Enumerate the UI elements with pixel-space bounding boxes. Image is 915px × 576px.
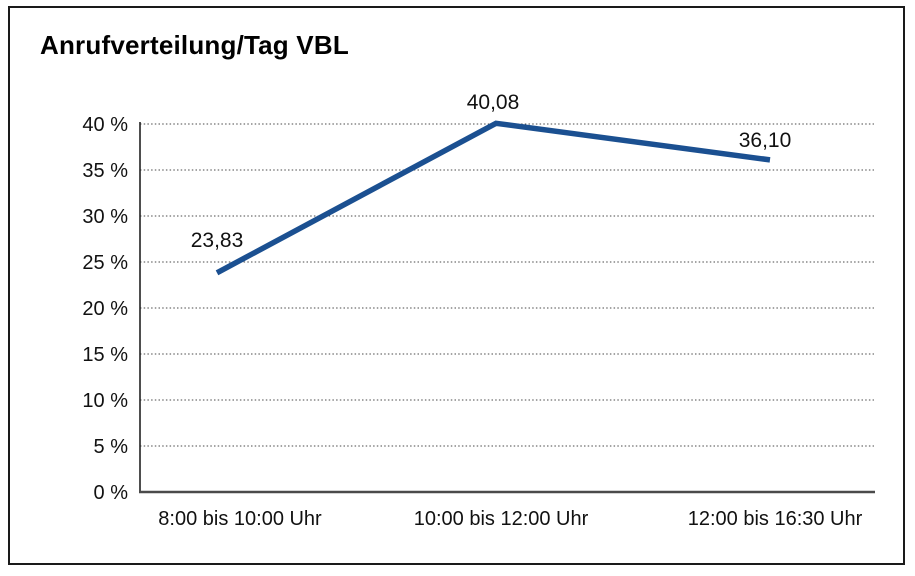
chart-title: Anrufverteilung/Tag VBL <box>40 30 349 60</box>
chart-frame <box>8 6 905 565</box>
data-point-label: 36,10 <box>739 129 792 152</box>
y-tick-label: 20 % <box>82 298 128 320</box>
data-point-label: 40,08 <box>467 91 520 114</box>
data-point-label: 23,83 <box>191 229 244 252</box>
y-tick-label: 0 % <box>94 482 129 504</box>
y-tick-label: 40 % <box>82 114 128 136</box>
series-line <box>215 120 771 276</box>
y-tick-label: 25 % <box>82 252 128 274</box>
x-category-label: 10:00 bis 12:00 Uhr <box>414 508 589 530</box>
y-tick-label: 10 % <box>82 390 128 412</box>
y-tick-label: 5 % <box>94 436 129 458</box>
x-category-label: 8:00 bis 10:00 Uhr <box>158 508 322 530</box>
y-tick-label: 15 % <box>82 344 128 366</box>
y-tick-label: 30 % <box>82 206 128 228</box>
x-category-label: 12:00 bis 16:30 Uhr <box>688 508 863 530</box>
y-tick-label: 35 % <box>82 160 128 182</box>
